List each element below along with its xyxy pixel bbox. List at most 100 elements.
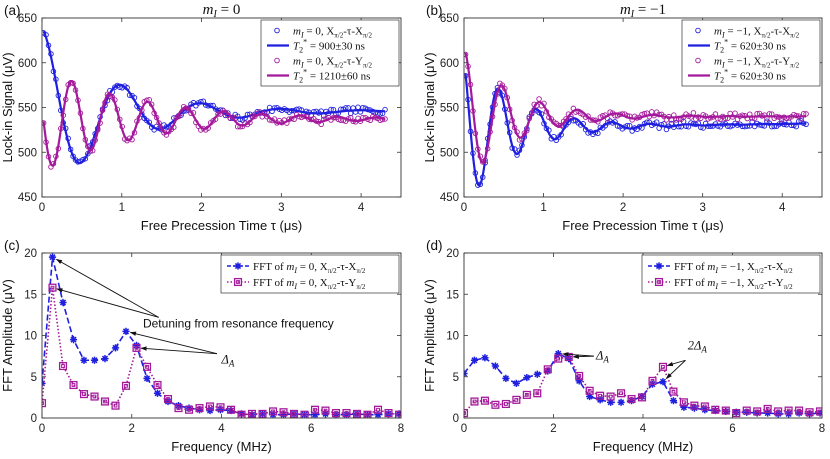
fft-point-inner xyxy=(776,409,781,414)
fft-point-inner xyxy=(145,364,149,369)
fft-point xyxy=(132,341,141,349)
fft-point-inner xyxy=(744,408,749,413)
x-tick-label: 8 xyxy=(398,423,404,435)
fft-point xyxy=(543,365,552,374)
fft-point-inner xyxy=(292,411,296,416)
fft-point-inner xyxy=(92,394,97,399)
legend-box xyxy=(220,254,400,294)
y-tick-label: 550 xyxy=(440,103,459,115)
panel-label: (b) xyxy=(426,3,443,18)
fft-point xyxy=(216,403,225,412)
fft-point xyxy=(258,409,267,418)
fft-point-inner xyxy=(397,412,401,417)
fft-point-inner xyxy=(376,407,380,412)
plot-marks xyxy=(464,350,822,418)
y-axis-label: FFT Amplitude (μV) xyxy=(422,279,437,392)
fft-point xyxy=(310,405,320,414)
fft-point-inner xyxy=(493,402,498,407)
fft-point xyxy=(533,370,541,378)
fft-point xyxy=(815,407,822,416)
fft-point-inner xyxy=(807,410,812,415)
series-fit-line xyxy=(464,73,807,187)
fft-point-inner xyxy=(250,411,254,416)
y-tick-label: 5 xyxy=(31,372,37,384)
fft-point xyxy=(352,409,362,418)
fft-point xyxy=(721,406,730,415)
fft-point-inner xyxy=(218,405,223,410)
fft-point-inner xyxy=(355,411,359,416)
axes-frame xyxy=(41,17,402,198)
series-fit-line xyxy=(42,79,386,167)
panel-title: mI = −1 xyxy=(620,2,666,20)
legend-label: mI = 0, Xπ/2-τ-Xπ/2 xyxy=(293,26,372,40)
fft-point xyxy=(111,344,120,352)
fft-point xyxy=(69,336,78,344)
legend-marker-inner xyxy=(657,280,661,284)
fft-point xyxy=(732,408,741,418)
fft-point xyxy=(690,404,698,412)
fft-point xyxy=(763,404,772,413)
y-tick-label: 10 xyxy=(446,331,459,343)
fft-point xyxy=(111,401,120,410)
fft-point xyxy=(69,380,78,390)
fft-point xyxy=(502,374,510,382)
annotation-arrow xyxy=(665,359,686,380)
fft-point xyxy=(143,374,151,382)
y-axis-label: Lock-in Signal (μV) xyxy=(422,52,437,162)
fft-point xyxy=(805,408,814,417)
data-point xyxy=(87,148,94,154)
y-tick-label: 450 xyxy=(18,192,37,204)
y-tick-label: 600 xyxy=(18,58,37,70)
y-tick-label: 600 xyxy=(440,58,459,70)
fft-point xyxy=(512,379,520,387)
fft-point-inner xyxy=(598,393,603,398)
fft-point xyxy=(48,253,57,261)
fft-point-inner xyxy=(545,367,550,372)
legend-label: T2* = 620±30 ns xyxy=(714,68,786,85)
fft-point-inner xyxy=(386,411,391,415)
data-point xyxy=(382,106,388,113)
plot-marks xyxy=(464,51,809,188)
fft-point xyxy=(523,373,531,382)
legend-label: mI = −1, Xπ/2-τ-Yπ/2 xyxy=(714,56,800,70)
fft-point-inner xyxy=(82,392,86,396)
fft-point xyxy=(289,409,299,418)
fft-point-inner xyxy=(281,410,286,415)
fft-point xyxy=(394,410,401,418)
annotation-arrow xyxy=(55,258,159,318)
fft-point xyxy=(300,411,309,418)
y-tick-label: 550 xyxy=(18,103,37,115)
legend: FFT of mI = 0, Xπ/2-τ-Xπ/2 FFT of mI = 0,… xyxy=(220,254,400,294)
legend-label: mI = 0, Xπ/2-τ-Yπ/2 xyxy=(293,56,372,70)
panel-d: 0 2 4 6 8 0 5 10 15 20 Frequency (MHz) FFT Amplitud… xyxy=(422,238,825,454)
fft-point xyxy=(174,404,183,413)
fft-point-inner xyxy=(765,407,770,411)
x-tick-label: 2 xyxy=(550,423,556,435)
fft-point xyxy=(607,398,615,406)
x-tick-label: 4 xyxy=(358,202,365,214)
fft-point-inner xyxy=(629,397,634,401)
fft-point-inner xyxy=(134,345,139,350)
fft-point xyxy=(384,408,393,418)
x-tick-label: 3 xyxy=(699,202,705,214)
y-axis-label: FFT Amplitude (μV) xyxy=(0,279,15,392)
y-tick-label: 10 xyxy=(24,331,37,343)
fft-point xyxy=(206,406,214,415)
x-tick-label: 0 xyxy=(39,202,45,214)
legend-label: FFT of mI = −1, Xπ/2-τ-Yπ/2 xyxy=(674,277,793,291)
annotation-label: 2ΔA xyxy=(688,339,708,355)
legend-marker-inner xyxy=(236,280,240,284)
x-tick-label: 1 xyxy=(119,202,125,214)
fft-point-inner xyxy=(619,391,623,396)
x-tick-label: 3 xyxy=(278,202,284,214)
fft-point xyxy=(374,411,382,418)
fft-point xyxy=(184,405,194,414)
y-tick-label: 500 xyxy=(440,147,459,159)
fft-point xyxy=(290,410,298,418)
fft-point-inner xyxy=(608,394,613,399)
fft-point xyxy=(258,410,267,418)
fft-point xyxy=(690,401,699,410)
annotation-label: Detuning from resonance frequency xyxy=(143,316,334,330)
fft-point xyxy=(481,354,489,362)
